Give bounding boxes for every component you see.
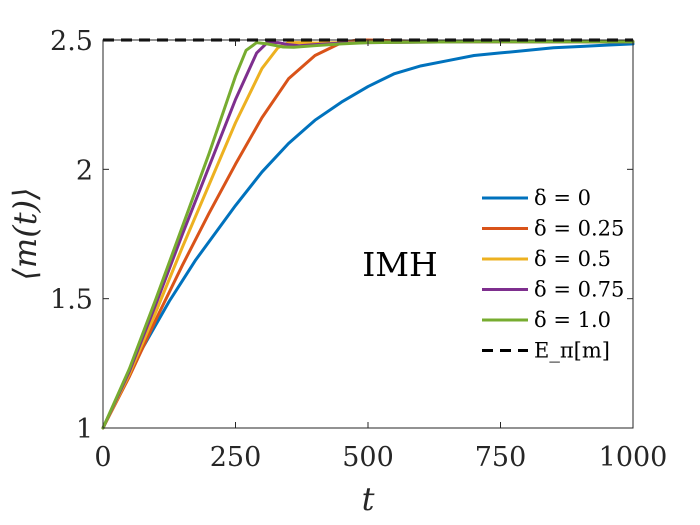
- legend-label-0: δ = 0: [534, 186, 591, 210]
- y-axis: 1 1.5 2 2.5: [50, 26, 633, 445]
- x-tick-label: 500: [342, 442, 394, 473]
- legend-label-1: δ = 0.25: [534, 217, 624, 241]
- series-line-4: [101, 40, 635, 430]
- y-axis-label: ⟨m(t)⟩: [6, 187, 44, 280]
- x-tick-label: 0: [94, 442, 111, 473]
- legend-label-3: δ = 0.75: [534, 278, 624, 302]
- series-line-0: [101, 42, 635, 430]
- y-tick-label: 2: [76, 155, 93, 186]
- legend-label-5: E_π[m]: [534, 339, 610, 363]
- y-tick-label: 1.5: [50, 285, 93, 316]
- x-tick-label: 250: [210, 442, 262, 473]
- x-tick-label: 1000: [599, 442, 668, 473]
- legend: δ = 0 δ = 0.25 δ = 0.5 δ = 0.75 δ = 1.0 E_π[m…: [482, 186, 624, 363]
- x-tick-label: 750: [475, 442, 527, 473]
- y-tick-label: 2.5: [50, 26, 93, 57]
- x-axis-label: t: [362, 480, 375, 518]
- annotation-imh: IMH: [362, 245, 438, 284]
- x-axis: 0 250 500 750 1000: [94, 40, 667, 473]
- legend-label-4: δ = 1.0: [534, 308, 611, 332]
- y-tick-label: 1: [76, 414, 93, 445]
- legend-label-2: δ = 0.5: [534, 247, 611, 271]
